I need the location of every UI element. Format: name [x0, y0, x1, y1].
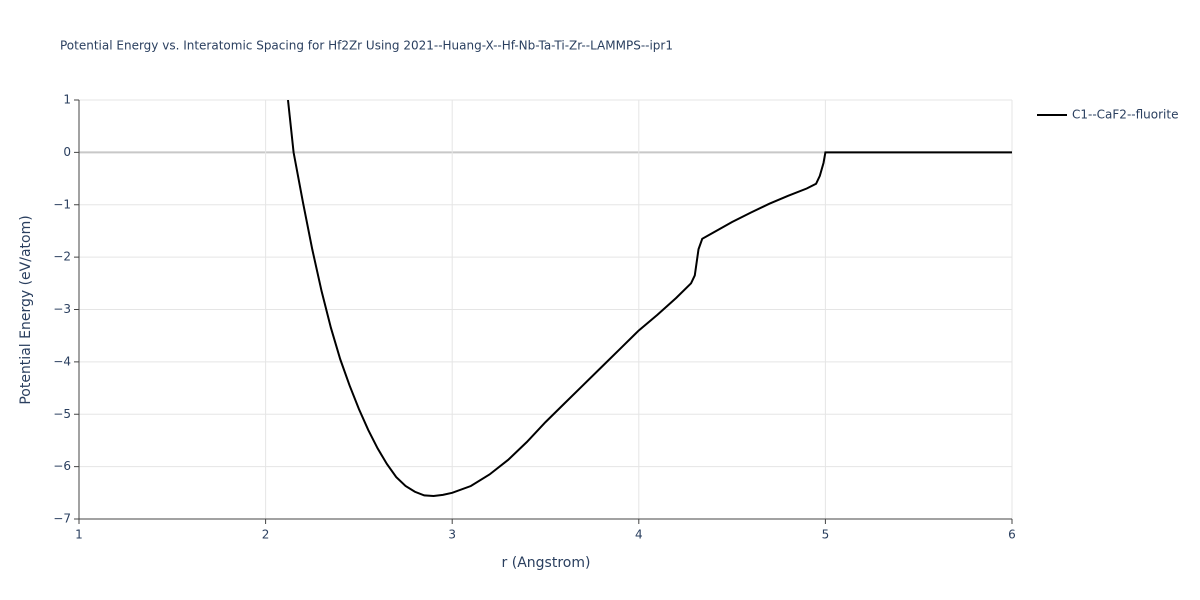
x-tick-label: 1	[75, 528, 83, 542]
y-tick-label: −6	[53, 459, 71, 473]
x-axis-title: r (Angstrom)	[502, 555, 591, 571]
data-line	[286, 100, 1012, 497]
x-tick-label: 4	[635, 528, 643, 542]
legend-label: C1--CaF2--fluorite	[1072, 108, 1178, 122]
chart-title: Potential Energy vs. Interatomic Spacing…	[60, 39, 673, 53]
x-tick-label: 5	[822, 528, 830, 542]
y-tick-label: 0	[63, 145, 71, 159]
y-tick-label: 1	[63, 93, 71, 107]
x-tick-label: 6	[1008, 528, 1016, 542]
y-axis-title: Potential Energy (eV/atom)	[18, 215, 34, 404]
y-tick-label: −4	[53, 354, 71, 368]
x-tick-label: 3	[448, 528, 456, 542]
y-tick-label: −7	[53, 512, 71, 526]
y-tick-label: −1	[53, 197, 71, 211]
x-tick-label: 2	[262, 528, 270, 542]
y-tick-label: −3	[53, 302, 71, 316]
y-tick-label: −5	[53, 407, 71, 421]
y-tick-label: −2	[53, 250, 71, 264]
